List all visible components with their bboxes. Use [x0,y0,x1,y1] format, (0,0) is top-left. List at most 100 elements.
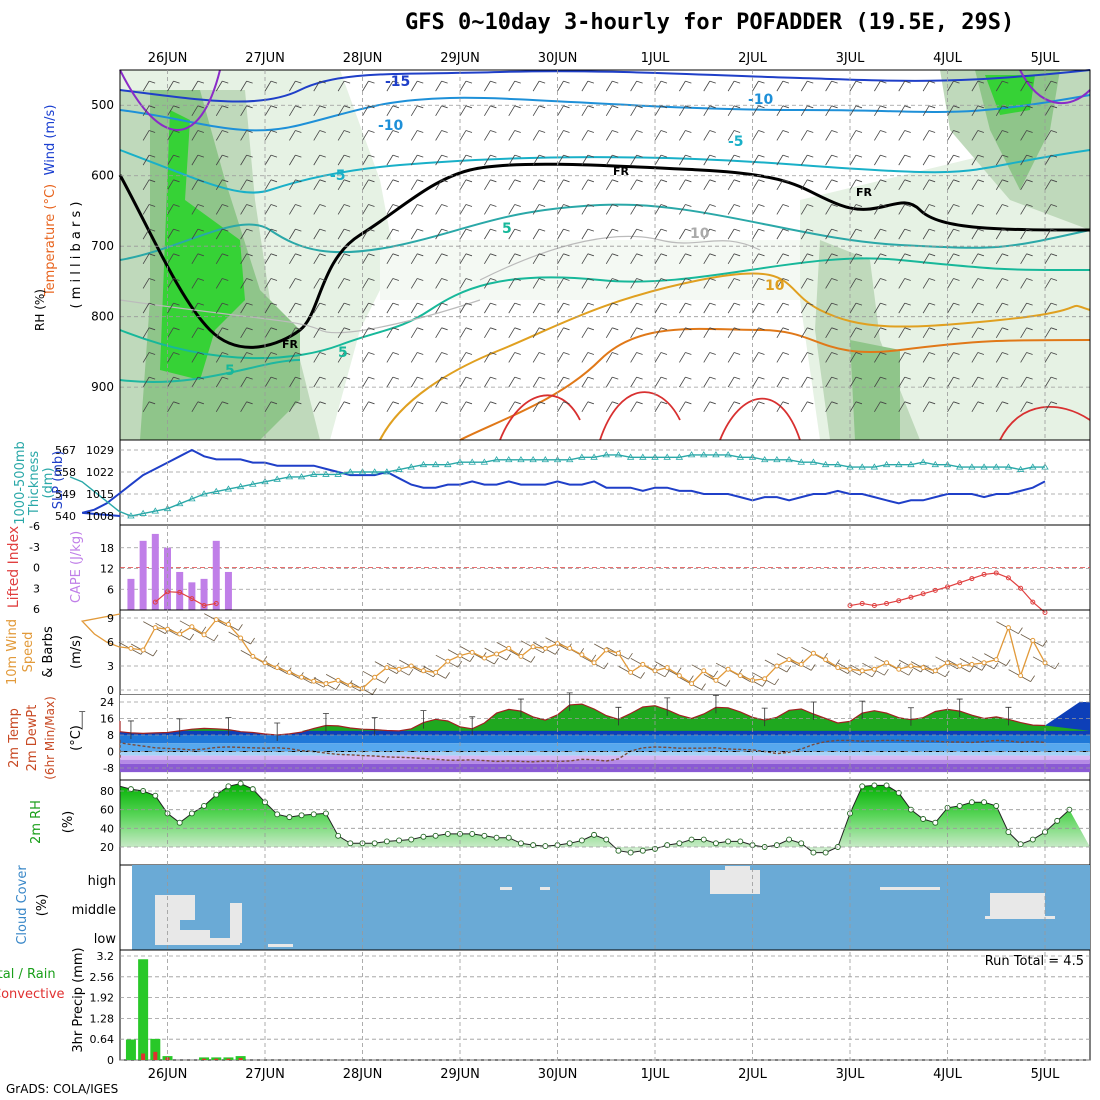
precip-conv-bar [226,1058,231,1060]
wind-barb [484,130,497,141]
rh-marker [347,840,354,847]
wind-barb [922,327,936,339]
wind-barb [825,80,838,92]
temp-panel [79,692,1091,781]
wind-barb [410,228,424,240]
wind-barb [605,253,619,265]
wind-barb [167,376,180,388]
-5-contour [119,149,1091,194]
date-label-bottom: 3JUL [836,1067,866,1082]
wind-barb [1044,376,1058,388]
wind-barb [532,105,546,117]
wind-barb [971,253,985,265]
wind-barb [459,154,473,166]
thickness-marker [395,465,403,472]
wind-barb [825,204,838,215]
wind-barb [557,253,570,265]
wind-barb [630,228,643,240]
wind-barb [679,228,692,240]
wind-barb [264,278,278,289]
cape-li-panel [119,524,1091,615]
rh-marker [773,842,780,849]
rh-marker [481,832,488,839]
wind-barb [508,278,521,289]
wind-barb [215,253,229,265]
wind-barb [386,302,400,314]
wind-tick-label: 3 [107,660,114,673]
cloud-level-label: middle [72,903,116,918]
cross-section-panel [118,69,1091,441]
temp-tick-label: 8 [107,729,114,742]
rh-marker [530,842,537,849]
wind-barb [337,204,351,215]
wind-speed-marker [737,673,743,679]
wind-speed-marker [871,666,877,672]
wind-barb [459,302,473,314]
rh-marker [627,849,634,856]
thickness-marker [626,453,635,460]
date-label-top: 3JUL [836,51,866,66]
wind-barb [679,327,692,339]
wind-panel [80,609,1091,696]
wind-barb [362,105,375,117]
wind-speed-marker [823,657,829,663]
wind-barb [532,253,546,265]
wind-barb [630,105,643,117]
wind-barb [776,327,790,339]
thickness-marker [285,473,294,480]
wind-barb [630,130,643,141]
cloud-block [230,903,242,943]
wind-barb [752,302,765,314]
rh-marker [517,840,524,847]
wind-barb [484,228,497,240]
wind-barb [435,179,448,191]
rh-marker [615,847,622,854]
wind-barb [191,80,205,92]
wind-barb [484,154,497,166]
wind-barb [654,352,668,363]
cloud-block [985,916,1055,919]
wind-barb [240,352,253,363]
rh-marker [822,849,829,856]
wind-barb [557,278,570,289]
wind-barb [703,105,716,117]
upper-wind-barbs [142,80,1058,413]
temp-band [120,735,1090,744]
wind-speed-marker [177,631,183,637]
wind-barb [191,302,205,314]
wind-barb [922,105,936,117]
wind-barb [922,352,936,363]
wind-barb [971,105,985,117]
wind-barb [898,278,911,289]
wind-barb [508,401,521,413]
wind-barb [581,130,595,141]
wind-barb [532,302,546,314]
pressure-tick-label: 600 [91,169,114,183]
thickness-line [69,454,1045,517]
wind-barb [703,376,716,388]
wind-barb [557,130,570,141]
contour-label: -10 [378,118,404,134]
dewpoint-line [119,739,1046,763]
wind-speed-marker [676,673,682,679]
wind-barb [703,204,716,215]
wind-barb [557,154,570,166]
wind-barb [1020,204,1033,215]
wind-barb [727,228,741,240]
wind-barb [362,130,375,141]
rh-contour-grey [119,299,481,334]
wind-speed-marker [725,666,731,672]
wind-barb [191,179,205,191]
wind-barb [995,228,1009,240]
wind-barb [605,376,619,388]
wind-barb [752,154,765,166]
rh-marker [932,819,939,826]
rh-marker [298,812,305,819]
wind-barb [971,302,985,314]
wind-barb [947,302,960,314]
wind-speed-marker [591,660,597,666]
rh-marker [566,840,573,847]
wind-barb [191,327,205,339]
li-marker [920,591,926,597]
